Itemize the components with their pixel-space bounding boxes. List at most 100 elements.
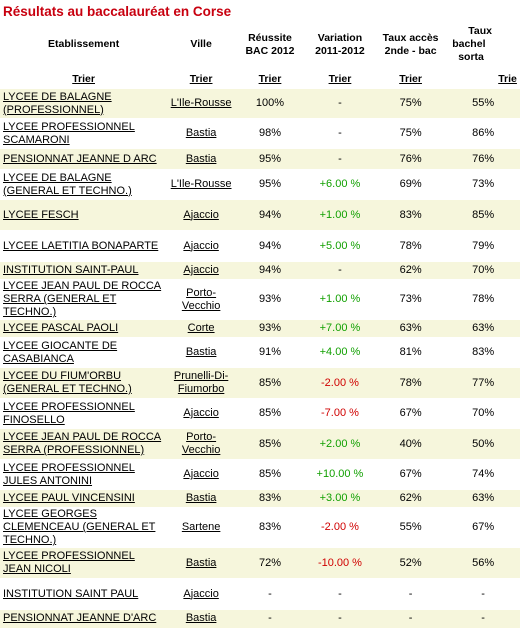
cell-variation: - [304, 88, 375, 119]
ville-link[interactable]: Bastia [185, 612, 217, 625]
table-row: LYCEE JEAN PAUL DE ROCCA SERRA (PROFESSI… [0, 428, 520, 460]
sort-link-etablissement[interactable]: Trier [72, 73, 95, 85]
etablissement-link[interactable]: LYCEE DU FIUM'ORBU (GENERAL ET TECHNO.) [3, 370, 132, 395]
etablissement-link[interactable]: LYCEE PROFESSIONNEL JULES ANTONINI [3, 461, 135, 487]
cell-taux-acces: 63% [374, 319, 447, 338]
etablissement-link[interactable]: INSTITUTION SAINT-PAUL [3, 264, 139, 276]
cell-reussite: 93% [235, 319, 305, 338]
etablissement-link[interactable]: LYCEE FESCH [3, 208, 79, 221]
table-row: LYCEE PROFESSIONNEL FINOSELLO Ajaccio 85% -… [0, 398, 520, 429]
cell-reussite: 93% [235, 279, 305, 320]
table-row: PENSIONNAT JEANNE D ARC Bastia 95% -76% 76% [0, 148, 520, 170]
etablissement-link[interactable]: LYCEE JEAN PAUL DE ROCCA SERRA (PROFESSI… [3, 431, 162, 456]
cell-taux-bacheliers: 67% [446, 507, 520, 548]
table-row: PENSIONNAT JEANNE D'ARC Bastia - - - - [0, 609, 520, 628]
ville-link[interactable]: Porto-Vecchio [181, 286, 221, 312]
table-row: INSTITUTION SAINT PAUL Ajaccio - - - - [0, 578, 520, 610]
etablissement-link[interactable]: LYCEE PROFESSIONNEL SCAMARONI [3, 120, 135, 146]
cell-reussite: 85% [235, 398, 305, 429]
etablissement-link[interactable]: PENSIONNAT JEANNE D'ARC [3, 612, 157, 625]
cell-taux-bacheliers: 74% [446, 459, 520, 490]
cell-reussite: 85% [235, 459, 305, 490]
ville-link[interactable]: Ajaccio [183, 407, 219, 419]
etablissement-link[interactable]: LYCEE LAETITIA BONAPARTE [3, 239, 159, 252]
ville-link[interactable]: Bastia [185, 152, 217, 165]
ville-link[interactable]: Corte [187, 322, 215, 334]
ville-link[interactable]: Bastia [185, 556, 217, 569]
cell-etablissement: LYCEE GEORGES CLEMENCEAU (GENERAL ET TEC… [0, 507, 168, 548]
cell-ville: Ajaccio [167, 230, 236, 262]
cell-ville: Bastia [167, 118, 236, 149]
etablissement-link[interactable]: LYCEE JEAN PAUL DE ROCCA SERRA (GENERAL … [3, 280, 162, 319]
table-row: LYCEE PAUL VINCENSINI Bastia 83% +3.00 % 62%… [0, 489, 520, 508]
cell-reussite: - [235, 578, 305, 610]
etablissement-link[interactable]: LYCEE DE BALAGNE (GENERAL ET TECHNO.) [3, 171, 132, 197]
ville-link[interactable]: Ajaccio [183, 239, 219, 252]
etablissement-link[interactable]: LYCEE PASCAL PAOLI [3, 322, 119, 334]
etablissement-link[interactable]: LYCEE PROFESSIONNEL FINOSELLO [3, 400, 135, 426]
cell-taux-acces: 83% [374, 199, 447, 231]
cell-etablissement: LYCEE JEAN PAUL DE ROCCA SERRA (PROFESSI… [0, 428, 168, 460]
sort-link-reussite[interactable]: Trier [258, 73, 282, 85]
ville-link[interactable]: Sartene [181, 521, 221, 533]
ville-link[interactable]: Ajaccio [183, 264, 219, 276]
results-table: Etablissement Ville Réussite BAC 2012 Var… [0, 21, 520, 628]
cell-taux-bacheliers: 70% [446, 398, 520, 429]
cell-variation: - [304, 148, 375, 170]
cell-taux-bacheliers: 56% [446, 547, 520, 579]
etablissement-link[interactable]: LYCEE PROFESSIONNEL JEAN NICOLI [3, 550, 135, 575]
etablissement-link[interactable]: PENSIONNAT JEANNE D ARC [3, 152, 157, 165]
cell-etablissement: LYCEE DU FIUM'ORBU (GENERAL ET TECHNO.) [0, 367, 168, 399]
sort-link-taux-bacheliers[interactable]: Trie [498, 73, 517, 85]
ville-link[interactable]: Ajaccio [183, 468, 219, 480]
cell-variation: +2.00 % [304, 428, 375, 460]
cell-taux-acces: 75% [374, 118, 447, 149]
cell-variation: +7.00 % [304, 319, 375, 338]
cell-reussite: 83% [235, 489, 305, 508]
table-row: LYCEE DE BALAGNE (GENERAL ET TECHNO.) L'I… [0, 169, 520, 200]
cell-reussite: 95% [235, 148, 305, 170]
etablissement-link[interactable]: INSTITUTION SAINT PAUL [3, 587, 139, 600]
cell-variation: +10.00 % [304, 459, 375, 490]
cell-taux-acces: 81% [374, 337, 447, 368]
sort-link-taux-acces[interactable]: Trier [399, 73, 422, 85]
cell-taux-bacheliers: 73% [446, 169, 520, 200]
etablissement-link[interactable]: LYCEE GEORGES CLEMENCEAU (GENERAL ET TEC… [3, 508, 156, 547]
cell-etablissement: LYCEE PROFESSIONNEL SCAMARONI [0, 118, 168, 149]
ville-link[interactable]: Bastia [185, 346, 217, 358]
cell-ville: Porto-Vecchio [167, 428, 236, 460]
cell-reussite: 72% [235, 547, 305, 579]
cell-taux-bacheliers: 77% [446, 367, 520, 399]
cell-variation: - [304, 261, 375, 280]
cell-variation: +3.00 % [304, 489, 375, 508]
ville-link[interactable]: Prunelli-Di-Fiumorbo [173, 370, 229, 395]
ville-link[interactable]: Bastia [185, 492, 217, 504]
etablissement-link[interactable]: LYCEE DE BALAGNE (PROFESSIONNEL) [3, 90, 112, 116]
cell-variation: +6.00 % [304, 169, 375, 200]
ville-link[interactable]: Porto-Vecchio [181, 431, 221, 456]
sort-link-variation[interactable]: Trier [328, 73, 352, 85]
table-row: LYCEE PROFESSIONNEL JULES ANTONINI Ajacci… [0, 459, 520, 490]
ville-link[interactable]: Ajaccio [183, 587, 219, 600]
cell-ville: Sartene [167, 507, 236, 548]
cell-etablissement: LYCEE PASCAL PAOLI [0, 319, 168, 338]
cell-taux-acces: 78% [374, 367, 447, 399]
etablissement-link[interactable]: LYCEE GIOCANTE DE CASABIANCA [3, 339, 118, 365]
ville-link[interactable]: Ajaccio [183, 208, 219, 221]
cell-taux-acces: - [374, 578, 447, 610]
cell-taux-acces: 76% [374, 148, 447, 170]
ville-link[interactable]: Bastia [185, 127, 217, 139]
cell-etablissement: LYCEE JEAN PAUL DE ROCCA SERRA (GENERAL … [0, 279, 168, 320]
etablissement-link[interactable]: LYCEE PAUL VINCENSINI [3, 492, 135, 504]
table-row: INSTITUTION SAINT-PAUL Ajaccio 94% -62% 70% [0, 261, 520, 280]
ville-link[interactable]: L'Ile-Rousse [170, 178, 232, 190]
cell-variation: +1.00 % [304, 279, 375, 320]
table-row: LYCEE FESCH Ajaccio 94% +1.00 % 83% 85% [0, 199, 520, 231]
sort-link-ville[interactable]: Trier [189, 73, 213, 85]
ville-link[interactable]: L'Ile-Rousse [170, 97, 232, 109]
cell-taux-acces: 55% [374, 507, 447, 548]
cell-variation: -2.00 % [304, 367, 375, 399]
cell-taux-acces: 75% [374, 88, 447, 119]
cell-ville: Bastia [167, 609, 236, 628]
cell-taux-acces: 67% [374, 459, 447, 490]
